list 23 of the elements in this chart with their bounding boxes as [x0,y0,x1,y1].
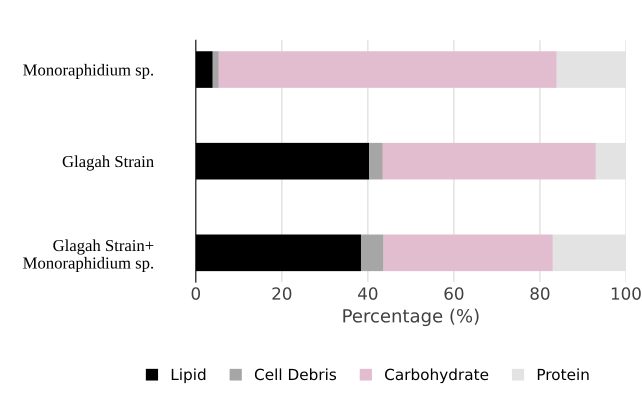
x-tick-label: 100 [612,287,641,300]
bar [360,234,384,272]
bar [212,51,219,88]
bar [218,51,557,88]
legend-label: Protein [538,368,589,380]
legend-label: Lipid [172,368,206,384]
bar [552,234,626,272]
x-tick-label: 20 [272,287,292,300]
bar [596,142,626,180]
legend-label: Cell Debris [254,368,336,380]
y-tick-label: Glagah Strain+ Monoraphidium sp. [23,239,154,272]
y-tick-label: Glagah Strain [62,155,154,171]
x-tick-label: 40 [358,287,378,300]
x-tick-label: 60 [444,287,464,300]
bar [383,234,553,272]
bar [369,142,382,180]
x-axis-title: Percentage (%) [343,308,479,326]
bar [382,142,596,180]
y-tick-label: Monoraphidium sp. [23,64,154,79]
x-tick-label: 80 [530,287,550,300]
x-tick-label: 0 [192,287,200,300]
legend-label: Carbohydrate [385,368,488,384]
bar [556,51,626,88]
